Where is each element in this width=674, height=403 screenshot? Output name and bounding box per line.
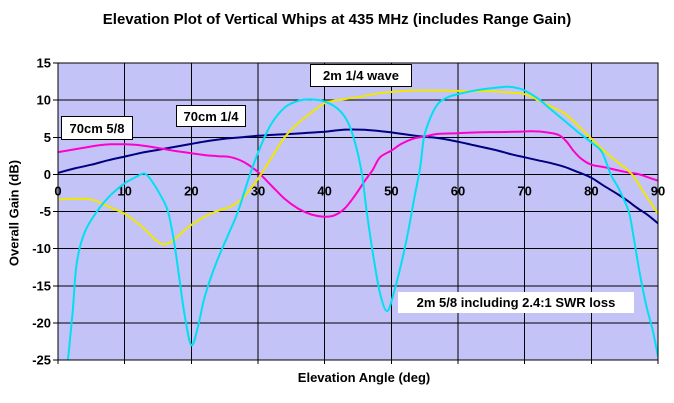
series-label-70cm-5-8: 70cm 5/8 xyxy=(61,116,133,140)
chart-title: Elevation Plot of Vertical Whips at 435 … xyxy=(102,11,572,28)
axis-ticks xyxy=(53,62,659,364)
x-tick-label: 30 xyxy=(251,183,265,198)
x-tick-label: 10 xyxy=(117,183,131,198)
x-tick-label: 20 xyxy=(184,183,198,198)
y-tick-label: 10 xyxy=(37,93,51,108)
y-tick-label: 5 xyxy=(44,130,51,145)
y-tick-label: -5 xyxy=(39,204,51,219)
x-tick-label: 80 xyxy=(584,183,598,198)
x-tick-label: 70 xyxy=(517,183,531,198)
y-tick-label: -10 xyxy=(32,241,51,256)
series-label-70cm-1-4: 70cm 1/4 xyxy=(176,105,246,127)
y-axis-title: Overall Gain (dB) xyxy=(6,159,22,267)
x-axis-title: Elevation Angle (deg) xyxy=(297,370,431,385)
series-line-2m-5-8-including-2-4-1-swr-loss xyxy=(66,85,658,360)
series-line-70cm-5-8 xyxy=(58,130,658,218)
y-tick-label: 15 xyxy=(37,56,51,71)
series-lines xyxy=(58,85,658,360)
series-label-2m-1-4-wave: 2m 1/4 wave xyxy=(310,64,412,87)
series-line-2m-1-4-wave xyxy=(58,89,658,246)
plot-border xyxy=(57,62,659,361)
series-label-2m-5-8-swr: 2m 5/8 including 2.4:1 SWR loss xyxy=(398,292,634,313)
y-tick-label: -15 xyxy=(32,278,51,293)
y-tick-label: -25 xyxy=(32,353,51,368)
x-tick-label: 40 xyxy=(317,183,331,198)
x-tick-label: 50 xyxy=(384,183,398,198)
y-tick-label: 0 xyxy=(44,167,51,182)
y-tick-label: -20 xyxy=(32,315,51,330)
series-line-70cm-1-4 xyxy=(58,128,658,225)
x-tick-label: 60 xyxy=(451,183,465,198)
